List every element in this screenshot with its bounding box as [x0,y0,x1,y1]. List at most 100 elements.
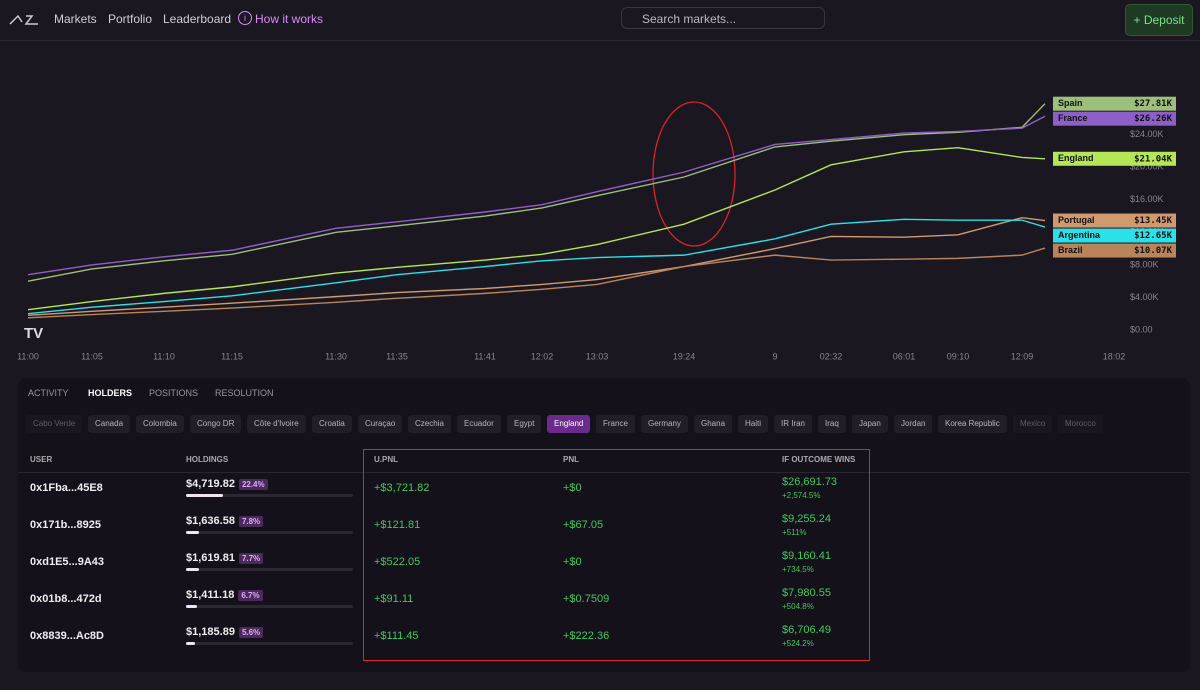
divider [18,472,1190,473]
nav-text: How it works [255,12,324,26]
share-bar [186,642,196,645]
x-tick-label: 12:02 [531,351,554,361]
logo [9,14,38,25]
series-tag-bg [1053,151,1176,166]
series-tag: England $21.04K [1053,151,1176,166]
nav-link[interactable]: Portfolio [108,12,153,26]
header: Markets Portfolio Leaderboard i How it wo… [0,0,1200,41]
chip[interactable]: Germany [641,415,688,433]
nav-link[interactable]: Markets [54,12,97,26]
outcome-wins-pct: +734.5% [782,565,814,574]
chip[interactable]: Ghana [694,415,733,433]
upnl: +$3,721.82 [374,482,430,494]
chip[interactable]: Haiti [738,415,769,433]
chip[interactable]: Croatia [312,415,352,433]
nav-link[interactable]: Leaderboard [163,12,232,26]
outcome-wins-pct: +524.2% [782,639,814,648]
chip[interactable]: Egypt [507,415,542,433]
chip[interactable]: Korea Republic [938,415,1007,433]
series-tag-bg [1053,228,1176,243]
tab[interactable]: POSITIONS [149,388,199,398]
y-tick-label: $0.00 [1130,324,1153,334]
user-address: 0xd1E5...9A43 [30,556,104,568]
chip[interactable]: Cabo Verde [26,415,83,433]
outcome-wins-pct: +2,574.5% [782,491,821,500]
chip[interactable]: France [596,415,635,433]
series-line [27,103,1046,282]
holdings: $1,636.58 7.8% [186,515,264,527]
column-header[interactable]: HOLDINGS [186,455,229,464]
holdings: $4,719.82 22.4% [186,478,268,490]
series-line [27,216,1046,317]
y-tick-label: $20.00K [1130,162,1164,172]
chip[interactable]: Ecuador [457,415,501,433]
chip[interactable]: Czechia [408,415,451,433]
series-tag: Portugal $13.45K [1053,213,1176,228]
share-label: 6.7% [238,590,263,601]
share-bar [186,568,199,571]
chip[interactable]: Côte d'Ivoire [247,415,306,433]
x-tick-label: 12:09 [1011,351,1034,361]
user-address: 0x01b8...472d [30,593,102,605]
chip[interactable]: Japan [852,415,888,433]
series-tag: Brazil $10.07K [1053,243,1176,258]
chip[interactable]: Morocco [1058,415,1103,433]
chip[interactable]: Colombia [136,415,184,433]
tab[interactable]: HOLDERS [88,388,133,398]
series-value-label: $12.65K [1134,231,1173,241]
chip[interactable]: Iraq [818,415,846,433]
pnl: +$0.7509 [563,593,610,605]
chip[interactable]: IR Iran [774,415,813,433]
series-line [27,115,1046,276]
outcome-wins-pct: +511% [782,528,807,537]
chip[interactable]: Mexico [1013,415,1053,433]
outcome-wins: $26,691.73 [782,476,838,488]
x-tick-label: 09:10 [947,351,970,361]
chip[interactable]: England [547,415,591,433]
column-header[interactable]: PNL [563,455,579,464]
series-line [27,218,1046,315]
column-header: USER [30,455,53,464]
y-tick-label: $16.00K [1130,194,1164,204]
upnl: +$91.11 [374,593,414,605]
holdings: $1,185.89 5.6% [186,626,264,638]
user-address: 0x8839...Ac8D [30,630,104,642]
y-tick-label: $24.00K [1130,129,1164,139]
series-tag: Spain $27.81K [1053,96,1176,111]
x-tick-label: 02:32 [820,351,843,361]
nav-link[interactable]: i How it works [238,11,324,26]
share-track [186,531,353,534]
x-tick-label: 13:03 [586,351,609,361]
chip[interactable]: Jordan [894,415,933,433]
legend-label: Argentina [1058,230,1101,240]
share-bar [186,494,224,497]
tab[interactable]: RESOLUTION [215,388,274,398]
pnl: +$0 [563,556,582,568]
annotation-box [363,449,870,661]
x-tick-label: 11:15 [221,351,243,361]
search-input[interactable]: Search markets... [621,7,825,29]
tab[interactable]: ACTIVITY [28,388,69,398]
legend-label: France [1058,113,1088,123]
share-label: 5.6% [238,627,264,638]
series-tag-bg [1053,213,1176,228]
share-track [186,605,353,608]
series-value-label: $26.26K [1134,114,1173,124]
chip[interactable]: Canada [88,415,131,433]
chip[interactable]: Congo DR [190,415,242,433]
x-tick-label: 11:10 [153,351,175,361]
info-icon: i [238,11,252,25]
legend-label: Spain [1058,98,1083,108]
upnl: +$522.05 [374,556,421,568]
chip[interactable]: Curaçao [358,415,403,433]
series-line [27,147,1046,311]
holdings: $1,411.18 6.7% [186,589,263,601]
deposit-button[interactable]: + Deposit [1125,4,1193,36]
outcome-wins: $9,160.41 [782,550,831,562]
column-header[interactable]: U.PNL [374,455,398,464]
upnl: +$111.45 [374,630,419,642]
y-tick-label: $8.00K [1130,259,1159,269]
series-value-label: $21.04K [1134,154,1173,164]
column-header[interactable]: IF OUTCOME WINS [782,455,856,464]
